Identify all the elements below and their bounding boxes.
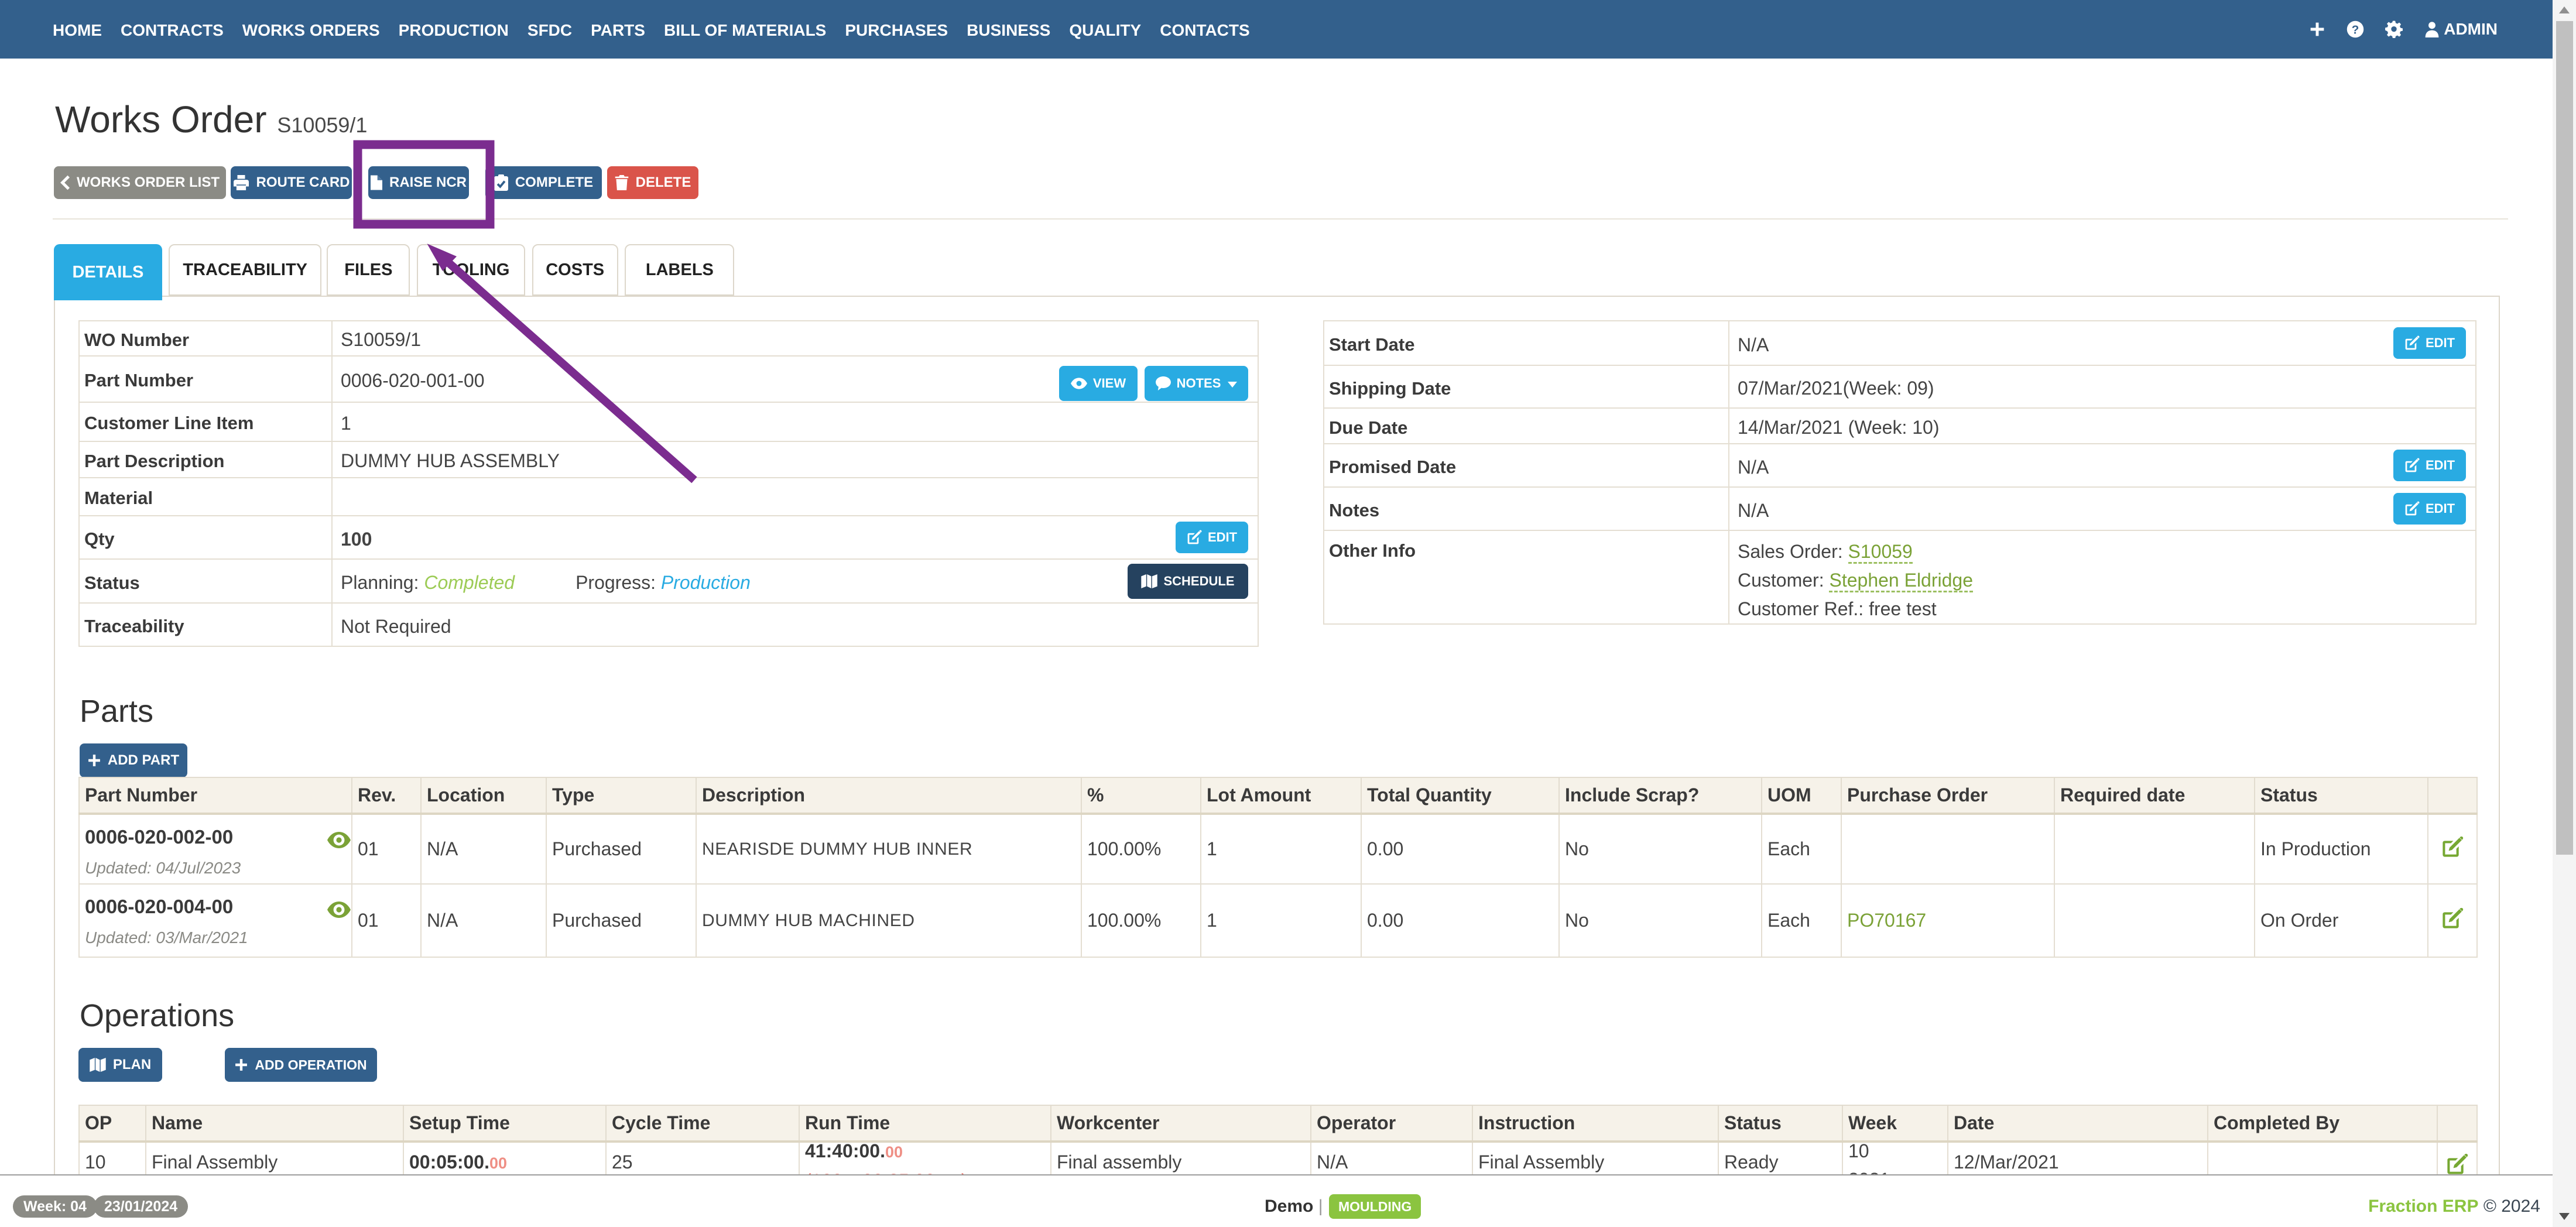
svg-text:?: ? — [2352, 23, 2359, 37]
